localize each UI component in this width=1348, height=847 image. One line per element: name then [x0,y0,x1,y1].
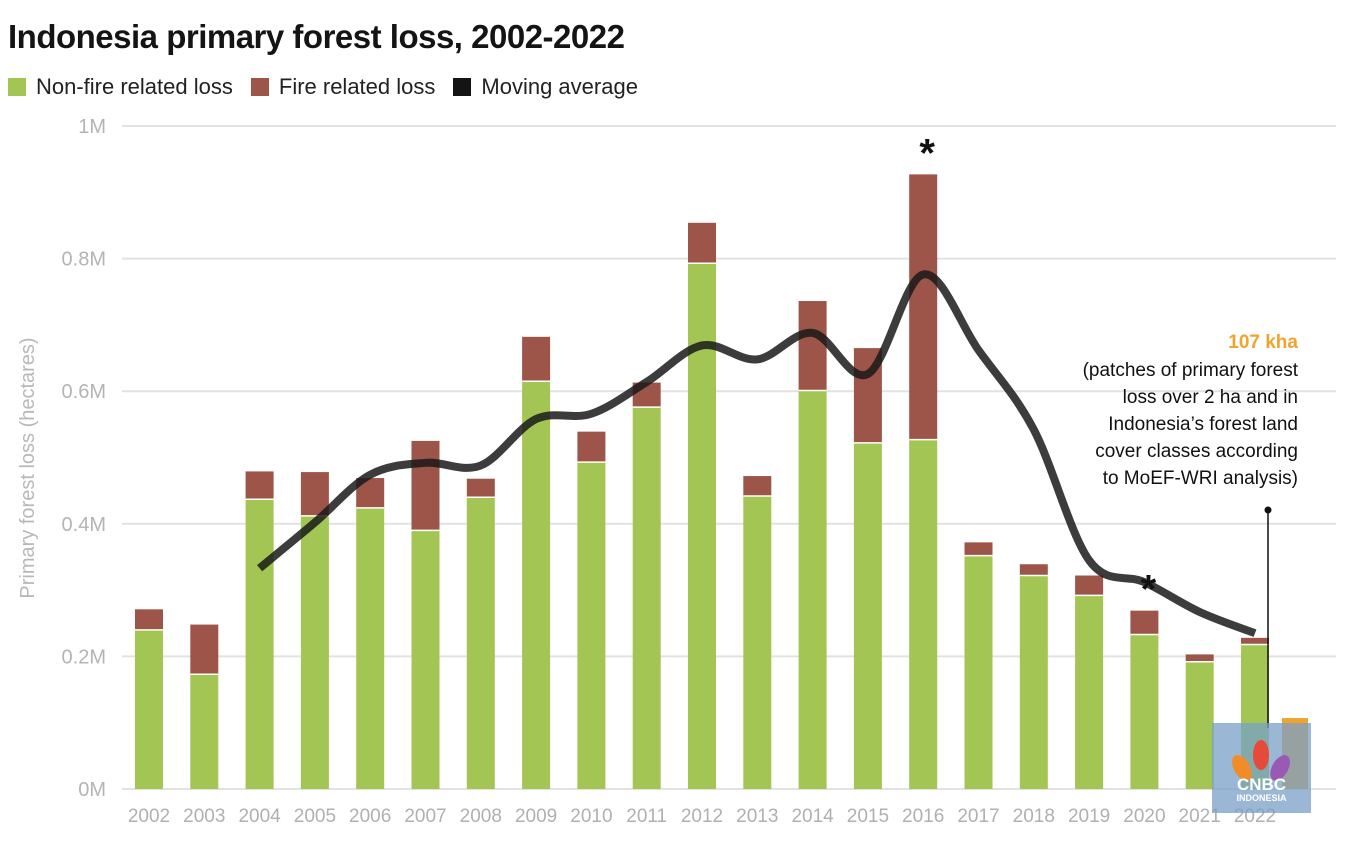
bar-fire-2007 [411,440,440,531]
bar-non-fire-2002 [135,629,163,789]
legend-swatch-non-fire [8,78,26,96]
bar-non-fire-2006 [356,507,385,789]
bar-non-fire-2004 [245,499,274,789]
legend-swatch-moving-average [453,78,472,96]
bar-non-fire-2013 [743,495,772,789]
annotation-line: loss over 2 ha and in [1123,387,1298,408]
legend-swatch-fire [250,78,269,96]
bar-fire-2004 [245,471,274,500]
y-tick-label: 1M [78,116,106,138]
x-tick-label-2011: 2011 [626,806,667,827]
annotation-leader-dot [1264,506,1272,514]
x-tick-label-2019: 2019 [1068,806,1110,827]
x-tick-label-2004: 2004 [238,806,281,827]
y-tick-label: 0M [78,779,106,801]
logo-subtitle: INDONESIA [1236,793,1287,803]
y-tick-label: 0.4M [62,514,106,536]
bar-fire-2017 [964,542,993,556]
bar-non-fire-2017 [964,555,993,789]
bar-fire-2020 [1130,610,1159,635]
y-tick-label: 0.6M [62,381,106,403]
bar-fire-2014 [798,301,827,391]
x-tick-label-2007: 2007 [404,806,446,827]
annotation-value: 107 kha [1228,332,1298,353]
bar-fire-2008 [466,478,495,498]
bar-fire-2005 [300,472,329,516]
x-tick-label-2020: 2020 [1123,806,1165,827]
x-tick-label-2016: 2016 [902,806,944,827]
bar-non-fire-2020 [1130,634,1159,789]
bar-fire-2010 [577,431,606,463]
bar-non-fire-2021 [1185,661,1214,789]
logo-wordmark: CNBC [1236,775,1287,794]
legend-item-non-fire: Non-fire related loss [8,74,233,100]
legend: Non-fire related loss Fire related loss … [8,74,656,100]
annotation-line: Indonesia’s forest land [1108,414,1298,435]
bar-fire-2022 [1241,637,1269,645]
bar-fire-2013 [743,476,772,496]
annotation-line: cover classes according [1095,441,1298,462]
x-tick-label-2005: 2005 [294,806,336,827]
bar-non-fire-2014 [798,390,827,789]
bar-fire-2019 [1075,575,1104,596]
x-tick-label-2017: 2017 [957,806,999,827]
y-tick-label: 0.8M [62,249,106,271]
bar-non-fire-2015 [853,442,882,789]
y-tick-label: 0.2M [62,646,106,668]
bar-fire-2016 [909,174,938,440]
bar-non-fire-2019 [1075,595,1104,789]
bar-non-fire-2003 [190,674,219,789]
chart-title: Indonesia primary forest loss, 2002-2022 [8,18,625,55]
x-tick-label-2010: 2010 [570,806,612,827]
bar-non-fire-2008 [466,497,495,789]
bar-non-fire-2016 [909,439,938,789]
bar-fire-2002 [135,609,163,630]
peacock-icon [1232,740,1290,811]
moving-average-line [257,270,1257,637]
bar-fire-2003 [190,624,219,675]
bar-non-fire-2010 [577,462,606,789]
x-tick-label-2008: 2008 [460,806,502,827]
asterisk-marker-2016: * [919,131,935,175]
bar-fire-2012 [688,222,716,264]
x-tick-label-2013: 2013 [736,806,778,827]
y-axis-label: Primary forest loss (hectares) [17,337,39,598]
legend-item-moving-average: Moving average [453,74,638,100]
annotation-line: (patches of primary forest [1083,360,1299,381]
x-tick-label-2009: 2009 [515,806,557,827]
x-tick-label-2002: 2002 [128,806,170,827]
legend-label-moving-average: Moving average [481,74,638,99]
x-tick-label-2021: 2021 [1179,806,1221,827]
bar-non-fire-2018 [1019,575,1048,789]
bar-non-fire-2007 [411,530,440,789]
x-tick-label-2006: 2006 [349,806,391,827]
bar-non-fire-2005 [300,515,329,789]
x-tick-label-2015: 2015 [847,806,889,827]
legend-label-fire: Fire related loss [278,74,436,99]
bar-fire-2021 [1185,654,1214,662]
legend-item-fire: Fire related loss [250,74,436,100]
legend-label-non-fire: Non-fire related loss [36,74,233,99]
bar-fire-2018 [1019,564,1048,576]
bar-non-fire-2009 [522,381,551,789]
x-tick-label-2018: 2018 [1013,806,1055,827]
asterisk-marker-2020: * [1141,568,1157,612]
x-tick-label-2014: 2014 [791,806,834,827]
x-tick-label-2012: 2012 [681,806,723,827]
x-tick-label-2003: 2003 [183,806,225,827]
cnbc-logo: CNBC INDONESIA [1212,723,1311,813]
bar-non-fire-2011 [632,407,661,789]
annotation-line: to MoEF-WRI analysis) [1103,468,1298,489]
bar-fire-2009 [522,336,551,382]
